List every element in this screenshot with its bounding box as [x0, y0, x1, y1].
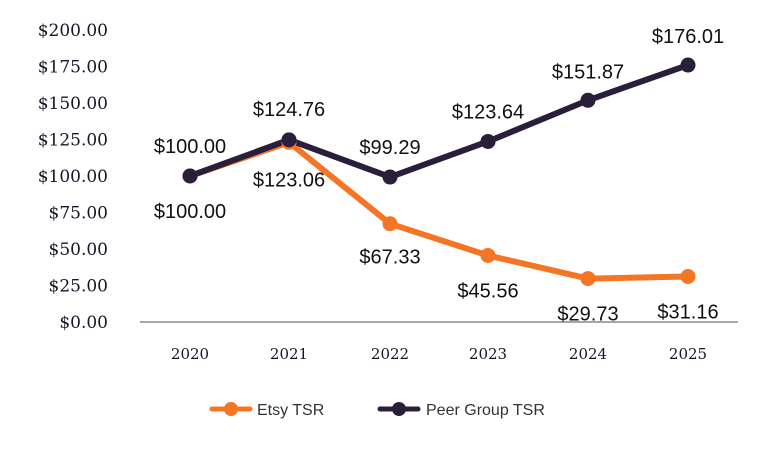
- y-tick-label: $50.00: [49, 240, 108, 260]
- etsy-tsr-data-label: $67.33: [359, 247, 420, 269]
- x-tick-label: 2025: [669, 345, 707, 363]
- peer-group-tsr-line: [187, 62, 691, 181]
- peer-group-tsr-point: [580, 92, 596, 108]
- peer-group-tsr-legend-swatch-marker: [392, 402, 406, 416]
- y-tick-label: $0.00: [59, 313, 108, 333]
- etsy-tsr-data-label: $45.56: [457, 280, 518, 302]
- peer-group-tsr-point: [281, 132, 297, 148]
- y-axis-ticks: $0.00 $25.00 $50.00 $75.00 $100.00 $125.00 $15…: [38, 21, 108, 333]
- y-tick-label: $175.00: [38, 58, 108, 78]
- peer-group-tsr-legend-label: Peer Group TSR: [426, 402, 545, 419]
- peer-group-tsr-data-label: $151.87: [552, 61, 624, 83]
- etsy-tsr-point: [580, 271, 596, 287]
- etsy-tsr-legend-swatch-marker: [224, 402, 238, 416]
- peer-group-tsr-data-label: $124.76: [253, 99, 325, 121]
- x-tick-label: 2020: [171, 345, 209, 363]
- peer-group-tsr-data-label: $176.01: [652, 26, 724, 48]
- peer-group-tsr-data-label: $100.00: [154, 136, 226, 158]
- y-tick-label: $125.00: [38, 131, 108, 151]
- peer-group-tsr-point: [382, 169, 398, 185]
- x-tick-label: 2021: [270, 345, 308, 363]
- y-tick-label: $150.00: [38, 94, 108, 114]
- peer-group-tsr-point: [680, 57, 696, 73]
- peer-group-tsr-point: [182, 168, 198, 184]
- etsy-tsr-data-label: $29.73: [557, 304, 618, 326]
- peer-group-tsr-data-label: $123.64: [452, 101, 524, 123]
- data-labels: $100.00 $123.06 $67.33 $45.56 $29.73 $31.16 $1…: [154, 26, 724, 326]
- etsy-tsr-point: [480, 247, 496, 263]
- peer-group-tsr-data-label: $99.29: [359, 137, 420, 159]
- y-tick-label: $100.00: [38, 167, 108, 187]
- x-axis-ticks: 2020 2021 2022 2023 2024 2025: [171, 345, 707, 363]
- series-lines: [187, 62, 691, 282]
- etsy-tsr-legend-label: Etsy TSR: [257, 402, 324, 419]
- x-tick-label: 2022: [371, 345, 409, 363]
- etsy-tsr-data-label: $123.06: [253, 169, 325, 191]
- y-tick-label: $200.00: [38, 21, 108, 41]
- etsy-tsr-data-label: $100.00: [154, 201, 226, 223]
- x-tick-label: 2023: [469, 345, 507, 363]
- legend: Etsy TSR Peer Group TSR: [209, 402, 545, 419]
- x-tick-label: 2024: [569, 345, 607, 363]
- etsy-tsr-line: [187, 139, 691, 282]
- y-tick-label: $25.00: [49, 277, 108, 297]
- series-points: [182, 57, 696, 287]
- y-tick-label: $75.00: [49, 204, 108, 224]
- peer-group-tsr-point: [480, 133, 496, 149]
- etsy-tsr-point: [382, 216, 398, 232]
- etsy-tsr-data-label: $31.16: [657, 302, 718, 324]
- etsy-tsr-point: [680, 269, 696, 285]
